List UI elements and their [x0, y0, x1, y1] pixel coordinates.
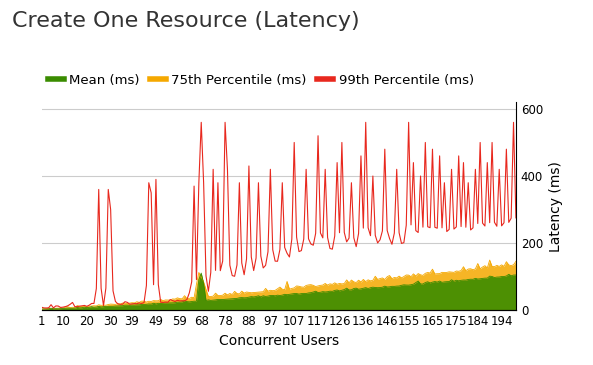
Legend: Mean (ms), 75th Percentile (ms), 99th Percentile (ms): Mean (ms), 75th Percentile (ms), 99th Pe…: [43, 69, 479, 92]
X-axis label: Concurrent Users: Concurrent Users: [219, 334, 339, 348]
Y-axis label: Latency (ms): Latency (ms): [549, 161, 563, 251]
Text: Create One Resource (Latency): Create One Resource (Latency): [12, 11, 359, 31]
